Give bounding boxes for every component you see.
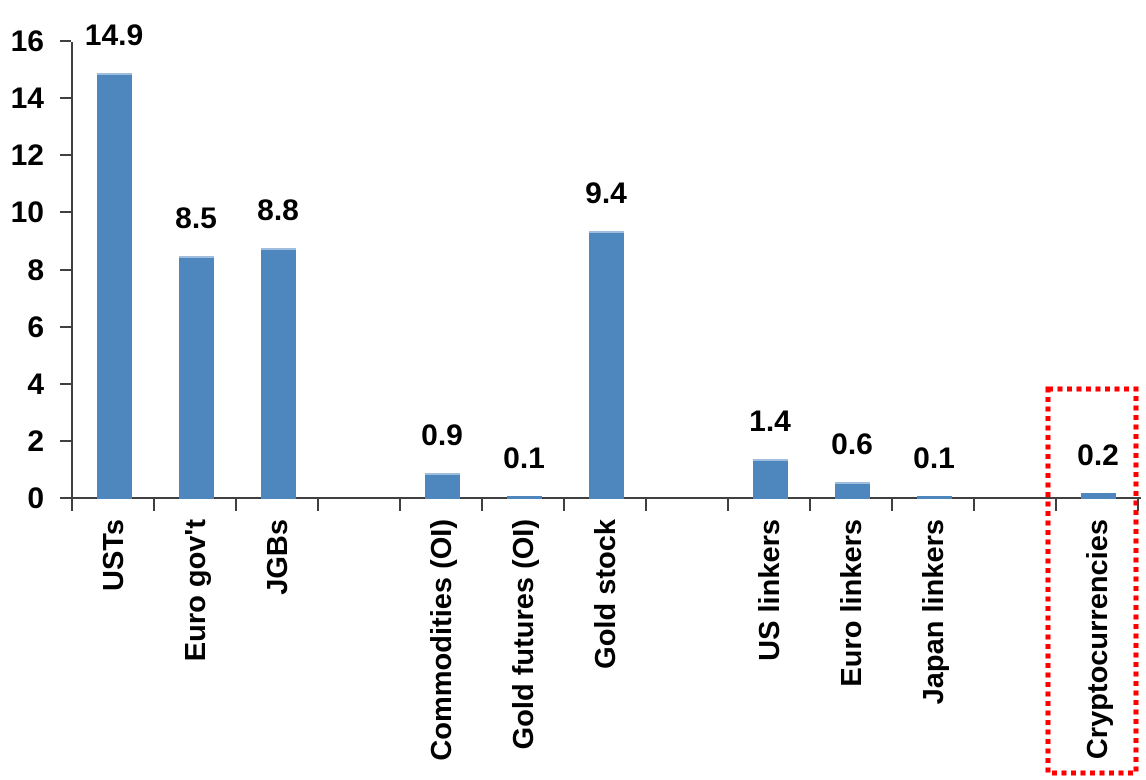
category-label-euro-gov-t: Euro gov't [180,519,212,662]
data-label-euro-gov-t: 8.5 [175,202,217,236]
x-axis-tick [153,497,155,511]
y-axis-tick-label: 6 [27,310,44,344]
category-label-commodities-oi: Commodities (OI) [426,519,458,761]
data-label-usts: 14.9 [84,19,144,53]
x-axis-tick [727,497,729,511]
x-axis-tick [71,497,73,511]
data-label-commodities-oi: 0.9 [421,419,463,453]
y-axis-tick-label: 4 [27,367,44,401]
bar-gold-stock [588,230,624,499]
y-axis-tick [60,40,71,42]
data-label-euro-linkers: 0.6 [831,427,873,461]
x-axis-tick [645,497,647,511]
y-axis-tick [60,268,71,271]
bar-us-linkers [752,459,788,499]
y-axis-tick-label: 12 [10,139,44,173]
bar-usts [96,73,132,499]
data-label-japan-linkers: 0.1 [913,442,955,476]
bar-euro-linkers [834,481,870,499]
data-label-gold-futures-oi: 0.1 [503,442,545,476]
x-axis-tick [891,497,893,511]
x-axis-tick [1055,497,1057,511]
y-axis-tick-label: 16 [10,25,44,58]
y-axis-tick [60,97,71,100]
category-label-gold-futures-oi: Gold futures (OI) [508,519,540,750]
bar-commodities-oi [424,473,460,499]
y-axis-tick [60,325,71,328]
y-axis-tick [60,382,71,385]
x-axis-tick [563,497,565,511]
x-axis-tick [1137,497,1139,511]
category-label-cryptocurrencies: Cryptocurrencies [1082,519,1114,760]
y-axis-tick-label: 14 [10,82,44,116]
bar-cryptocurrencies [1080,493,1116,499]
data-label-gold-stock: 9.4 [585,176,627,210]
category-label-euro-linkers: Euro linkers [836,519,868,687]
y-axis-line [71,42,73,499]
y-axis-tick [60,211,71,214]
category-label-gold-stock: Gold stock [590,519,622,669]
category-label-usts: USTs [98,519,130,591]
y-axis-tick-label: 8 [27,253,44,287]
y-axis-tick [60,154,71,157]
bar-jgbs [260,247,296,499]
data-label-jgbs: 8.8 [257,193,299,227]
data-label-cryptocurrencies: 0.2 [1077,439,1119,473]
x-axis-tick [973,497,975,511]
y-axis-tick-label: 2 [27,424,44,458]
x-axis-tick [399,497,401,511]
data-label-us-linkers: 1.4 [749,405,791,438]
category-label-us-linkers: US linkers [754,519,786,661]
x-axis-tick [317,497,319,511]
x-axis-tick [809,497,811,511]
x-axis-tick [481,497,483,511]
y-axis-tick-label: 0 [27,482,44,515]
x-axis-tick [235,497,237,511]
bar-euro-gov-t [178,256,214,499]
y-axis-tick [60,439,71,442]
category-label-japan-linkers: Japan linkers [918,519,950,705]
bar-gold-futures-oi [506,496,542,499]
category-label-jgbs: JGBs [262,519,294,595]
y-axis-tick [60,497,71,499]
bar-japan-linkers [916,496,952,499]
y-axis-tick-label: 10 [10,196,44,230]
